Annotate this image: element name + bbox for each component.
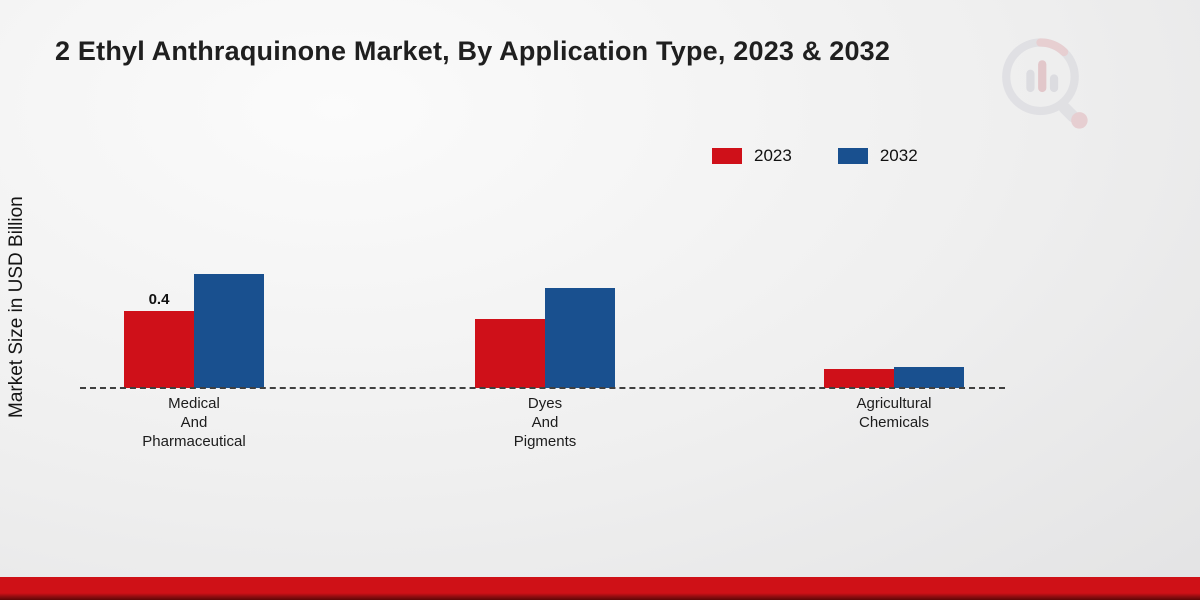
category-label-agricultural-chemicals: Agricultural Chemicals — [856, 395, 932, 431]
chart-title: 2 Ethyl Anthraquinone Market, By Applica… — [55, 36, 891, 66]
legend-label-2023: 2023 — [754, 146, 792, 165]
bar-2023-category-1 — [124, 311, 194, 388]
bar-group-3 — [824, 367, 964, 388]
category-label-medical-and-pharmaceutical: Medical And Pharmaceutical — [142, 395, 246, 450]
plot-area: 0.4 — [80, 253, 1005, 388]
legend-label-2032: 2032 — [879, 146, 918, 165]
legend-swatch-2032-icon — [837, 148, 868, 164]
bar-2032-category-1 — [194, 274, 264, 388]
legend-item-2023: 2023 — [712, 146, 792, 166]
legend-swatch-2023-icon — [712, 148, 742, 164]
bar-group-1: 0.4 — [124, 274, 264, 388]
footer-bar — [0, 577, 1200, 600]
legend-item-2032: 2032 — [837, 146, 918, 166]
bar-group-2 — [475, 288, 615, 388]
bar-2032-category-3 — [894, 367, 964, 388]
brand-watermark-magnifier-chart-icon — [1002, 38, 1088, 129]
y-axis-label: Market Size in USD Billion — [6, 196, 27, 419]
bar-2023-category-2 — [475, 319, 545, 388]
legend: 2023 2032 — [712, 146, 918, 166]
bar-2023-category-3 — [824, 369, 894, 388]
bar-2032-category-2 — [545, 288, 615, 388]
category-label-dyes-and-pigments: Dyes And Pigments — [513, 395, 577, 450]
bar-value-label: 0.4 — [148, 291, 170, 308]
x-axis-baseline — [80, 387, 1005, 389]
